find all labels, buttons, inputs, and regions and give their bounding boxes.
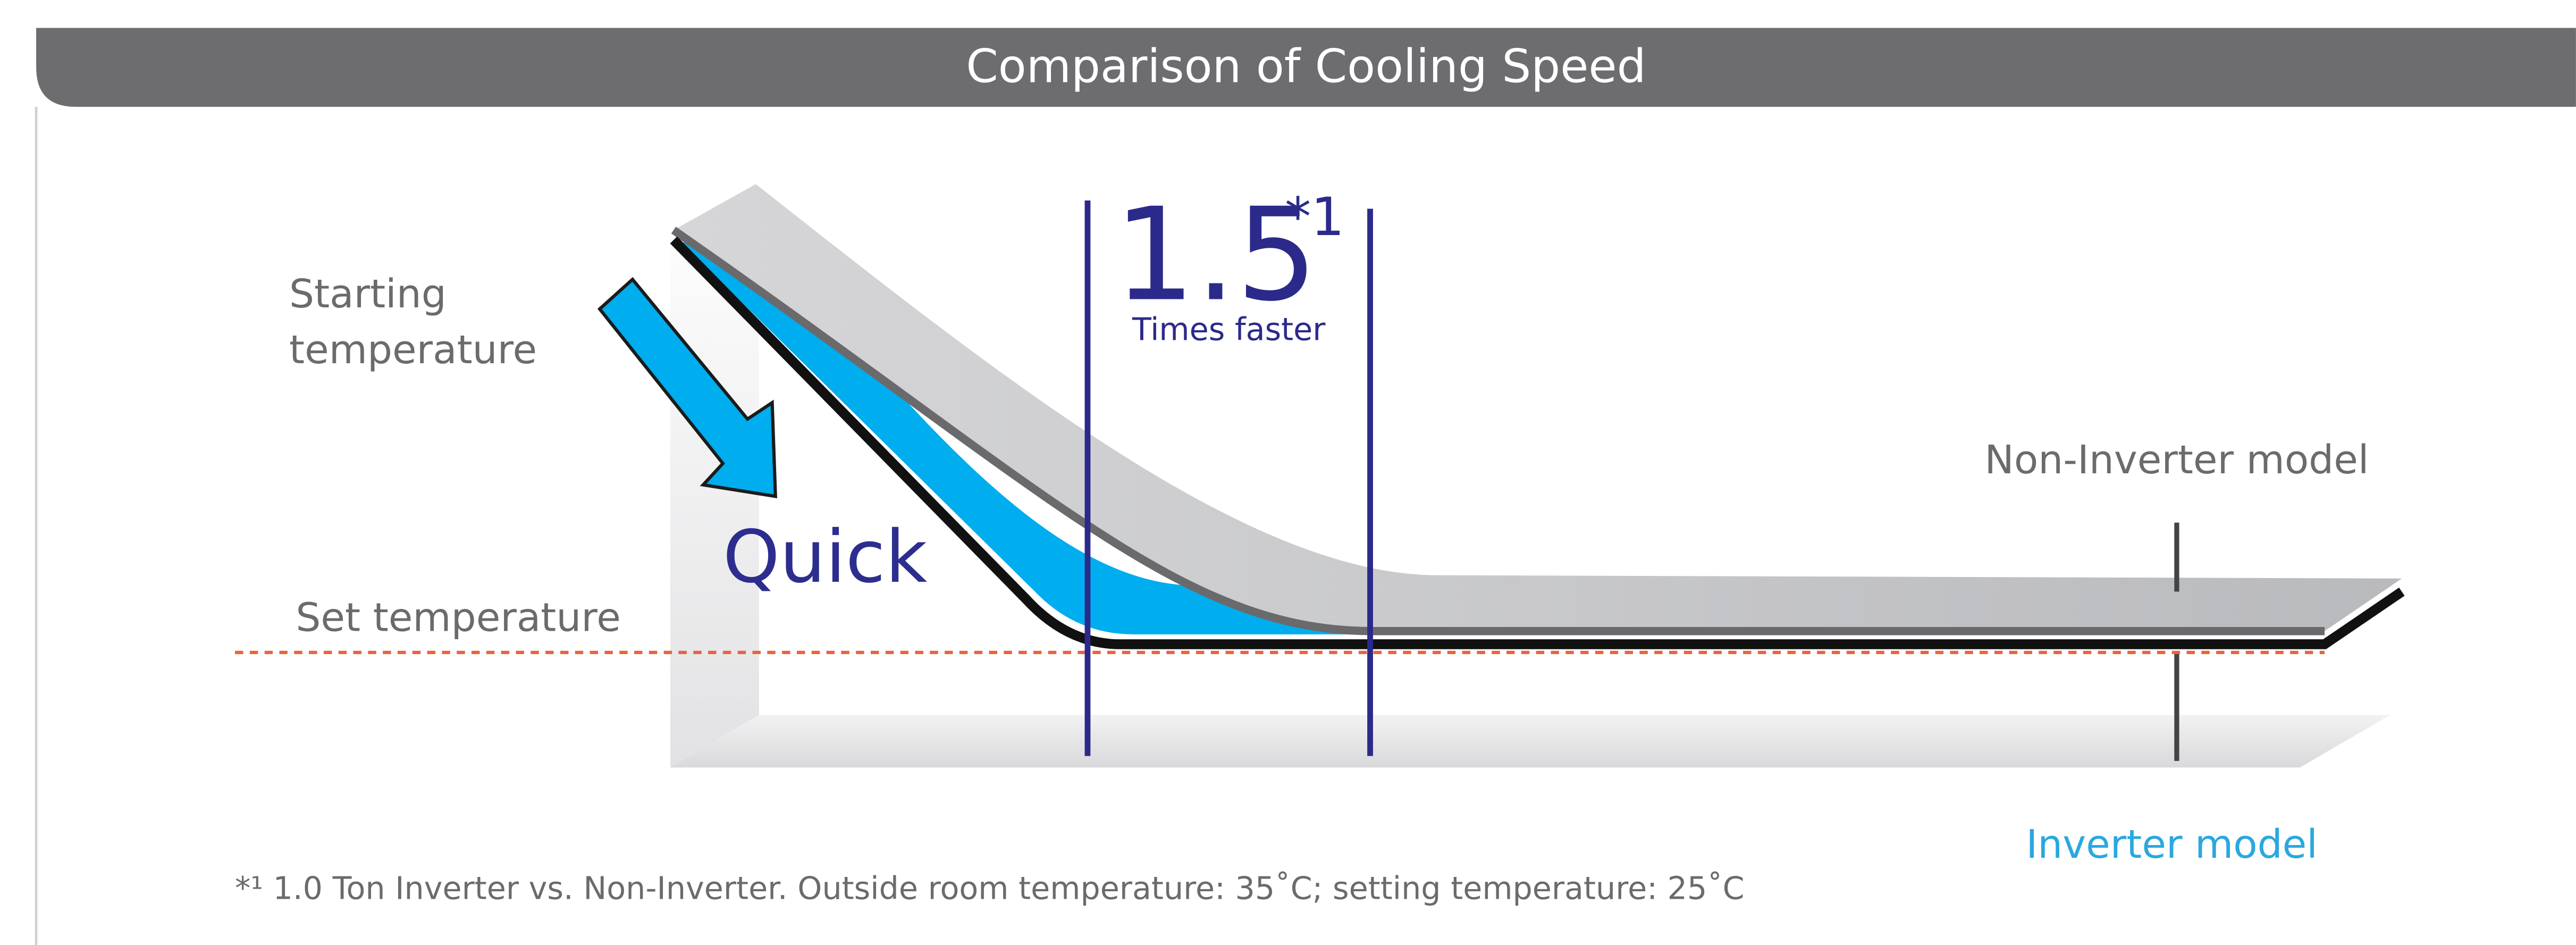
inverter-edge [670,236,2405,649]
non-inverter-edge [671,227,2325,635]
non-inverter-ribbon [674,184,2402,631]
quick-arrow [597,277,778,498]
set-temperature-label: Set temperature [296,595,620,641]
footnote: *¹ 1.0 Ton Inverter vs. Non-Inverter. Ou… [235,870,1745,906]
starting-label: Starting [289,271,447,317]
header-title: Comparison of Cooling Speed [966,40,1646,94]
floor [670,715,2390,768]
inverter-label: Inverter model [2026,822,2318,867]
non-inverter-label: Non-Inverter model [1984,437,2369,483]
header-bar [36,28,2576,107]
ratio-caption: Times faster [1132,312,1326,348]
starting-label: temperature [289,327,537,373]
quick-label: Quick [723,515,928,599]
ratio-marker: *1 [1285,187,1344,248]
ratio-value: 1.5 [1114,180,1317,329]
